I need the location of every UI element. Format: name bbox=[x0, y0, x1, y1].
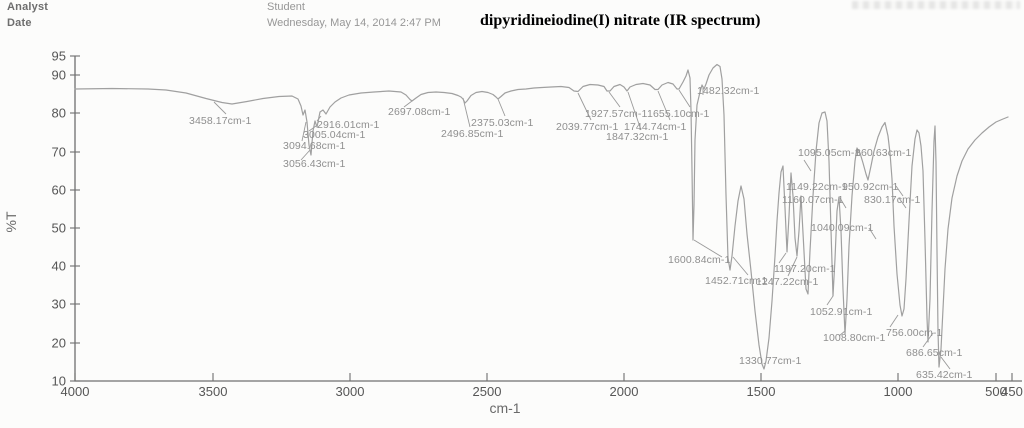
x-axis-tick-label: 2000 bbox=[610, 384, 639, 399]
peak-label: 2496.85cm-1 bbox=[441, 128, 504, 140]
y-axis-tick-label: 95 bbox=[52, 49, 66, 64]
peak-leader-line bbox=[577, 92, 592, 121]
peak-label: 1052.91cm-1 bbox=[810, 306, 873, 318]
y-axis-tick-label: 90 bbox=[52, 68, 66, 83]
peak-label: 1197.20cm-1 bbox=[774, 263, 836, 275]
y-axis-tick-label: 60 bbox=[52, 183, 66, 198]
peak-leader-line bbox=[308, 125, 317, 132]
peak-leader-line bbox=[889, 314, 899, 328]
peak-leader-line bbox=[608, 91, 621, 108]
peak-label: 3458.17cm-1 bbox=[189, 115, 252, 127]
spectrum-title: dipyridineiodine(I) nitrate (IR spectrum… bbox=[480, 12, 761, 29]
peak-label: 3005.04cm-1 bbox=[303, 129, 366, 141]
peak-label: 2375.03cm-1 bbox=[471, 117, 534, 129]
peak-label: 1847.32cm-1 bbox=[606, 131, 669, 143]
peak-label: 1482.32cm-1 bbox=[697, 85, 760, 97]
peak-leader-line bbox=[940, 356, 951, 370]
date-label: Date bbox=[7, 17, 32, 29]
peak-leader-line bbox=[301, 121, 307, 142]
y-axis-tick-label: 30 bbox=[52, 297, 66, 312]
y-axis-tick-label: 50 bbox=[52, 221, 66, 236]
peak-label: 1330.77cm-1 bbox=[739, 355, 802, 367]
peak-label: 1040.09cm-1 bbox=[811, 222, 874, 234]
peak-label: 635.42cm-1 bbox=[916, 369, 973, 381]
peak-leader-line bbox=[657, 90, 671, 121]
peak-label: 686.65cm-1 bbox=[906, 347, 963, 359]
peak-label: 3056.43cm-1 bbox=[283, 158, 346, 170]
peak-leader-line bbox=[693, 239, 723, 258]
scan-artifact-smudge bbox=[852, 1, 1020, 9]
y-axis-tick-label: 70 bbox=[52, 145, 66, 160]
peak-label: 950.92cm-1 bbox=[842, 181, 899, 193]
peak-leader-line bbox=[826, 295, 834, 306]
analyst-value: Student bbox=[267, 1, 305, 13]
y-axis-title: %T bbox=[3, 211, 19, 232]
x-axis-tick-label: 2500 bbox=[473, 384, 502, 399]
transmittance-curve bbox=[74, 63, 1009, 370]
x-axis-tick-label: 3000 bbox=[336, 384, 365, 399]
peak-label: 756.00cm-1 bbox=[886, 327, 943, 339]
x-axis-tick-label: 450 bbox=[1001, 384, 1023, 399]
peak-label: 1600.84cm-1 bbox=[668, 254, 731, 266]
y-axis-tick-label: 10 bbox=[52, 374, 66, 389]
y-axis-tick-label: 80 bbox=[52, 106, 66, 121]
peak-label: 1008.80cm-1 bbox=[823, 332, 886, 344]
peak-label: 1149.22cm-1 bbox=[786, 181, 848, 193]
peak-label: 3094.68cm-1 bbox=[283, 140, 346, 152]
peak-label: 2916.01cm-1 bbox=[317, 119, 380, 131]
peak-label: 1095.05cm-1 bbox=[798, 147, 861, 159]
peak-leader-line bbox=[868, 227, 877, 240]
peak-leader-line bbox=[838, 330, 846, 337]
peak-leader-line bbox=[898, 197, 907, 209]
peak-leader-line bbox=[627, 91, 642, 131]
peak-label: 1160.07cm-1 bbox=[782, 194, 844, 206]
x-axis-title: cm-1 bbox=[489, 400, 520, 416]
peak-leader-line bbox=[839, 197, 847, 209]
x-axis-tick-label: 4000 bbox=[61, 384, 90, 399]
peak-label: 2697.08cm-1 bbox=[388, 106, 451, 118]
peak-label: 1927.57cm-1 bbox=[585, 108, 648, 120]
x-axis-tick-label: 1000 bbox=[884, 384, 913, 399]
y-axis-tick-label: 40 bbox=[52, 259, 66, 274]
peak-leader-line bbox=[895, 185, 904, 197]
peak-label: 2039.77cm-1 bbox=[556, 121, 619, 133]
peak-label: 1744.74cm-1 bbox=[624, 121, 687, 133]
peak-leader-line bbox=[732, 256, 749, 276]
y-axis-tick-label: 20 bbox=[52, 336, 66, 351]
peak-label: 1655.10cm-1 bbox=[647, 108, 710, 120]
peak-leader-line bbox=[497, 98, 506, 117]
peak-leader-line bbox=[778, 252, 787, 264]
peak-label: 1452.71cm-1 bbox=[705, 275, 768, 287]
peak-leader-line bbox=[403, 100, 413, 108]
peak-label: 1247.22cm-1 bbox=[756, 276, 819, 288]
peak-label: 860.63cm-1 bbox=[855, 147, 912, 159]
peak-leader-line bbox=[787, 256, 798, 277]
peak-leader-line bbox=[803, 159, 812, 172]
peak-leader-line bbox=[462, 97, 471, 128]
peak-leader-line bbox=[213, 101, 227, 115]
x-axis-tick-label: 3500 bbox=[199, 384, 228, 399]
date-value: Wednesday, May 14, 2014 2:47 PM bbox=[267, 17, 441, 29]
peak-label: 830.17cm-1 bbox=[864, 194, 921, 206]
peak-leader-line bbox=[300, 149, 311, 161]
peak-leader-line bbox=[678, 89, 691, 108]
analyst-label: Analyst bbox=[7, 1, 49, 13]
x-axis-tick-label: 500 bbox=[985, 384, 1007, 399]
x-axis-tick-label: 1500 bbox=[747, 384, 776, 399]
